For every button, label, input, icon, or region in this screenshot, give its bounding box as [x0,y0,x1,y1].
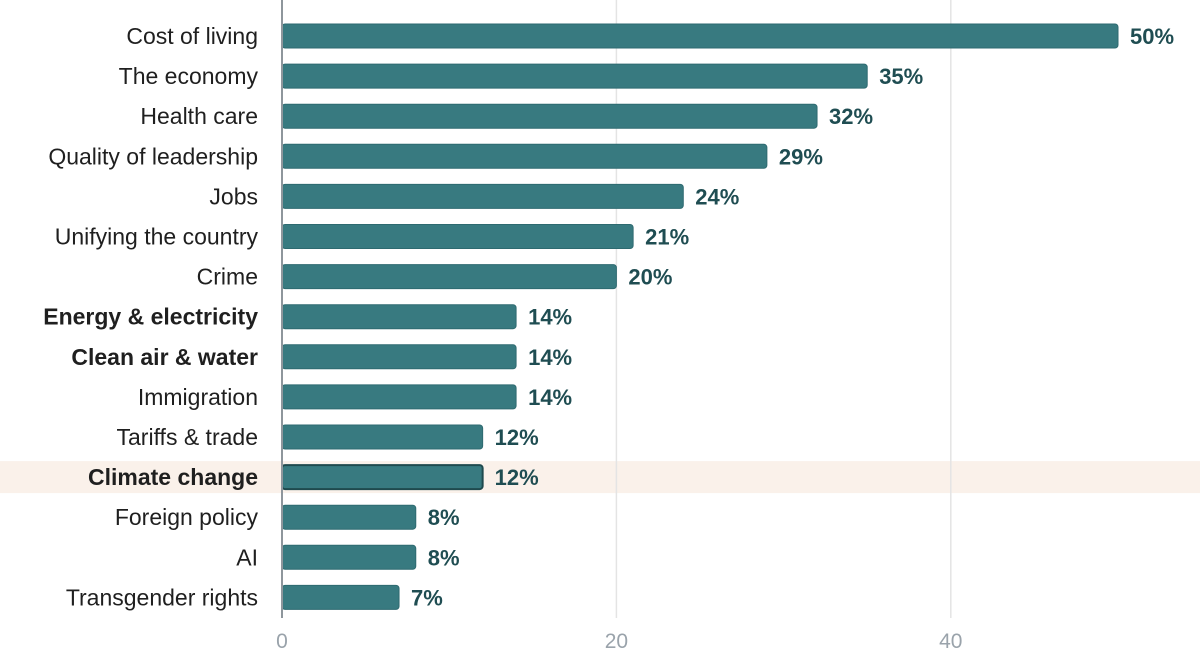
bar-clean-air-and-water[interactable] [281,344,517,370]
highlight-band-climate-change [0,461,1200,494]
value-label-climate-change: 12% [495,465,539,490]
bar-transgender-rights[interactable] [281,584,400,610]
bar-unifying-the-country[interactable] [281,224,634,249]
bar-climate-change[interactable] [281,464,484,491]
value-label-ai: 8% [428,545,460,570]
category-label-immigration: Immigration [138,384,258,410]
category-label-transgender-rights: Transgender rights [66,584,258,610]
bar-immigration[interactable] [281,384,517,410]
category-label-tariffs-and-trade: Tariffs & trade [117,424,258,450]
highlight-band-layer [0,461,1200,494]
value-label-layer: 50% 35%32%29% 24%21% 20% 14% 14% 14% 12% 12% 8% 8%… [411,24,1174,610]
value-label-crime: 20% [628,265,672,290]
category-label-unifying-the-country: Unifying the country [55,224,259,250]
category-label-energy-and-electricity: Energy & electricity [43,304,258,330]
category-label-layer: Cost of living The economy Health care Qual… [43,23,258,610]
value-label-tariffs-and-trade: 12% [495,425,539,450]
value-label-transgender-rights: 7% [411,585,443,610]
bar-jobs[interactable] [281,183,684,209]
value-label-the-economy: 35% [879,64,923,89]
category-label-climate-change: Climate change [88,464,258,490]
value-label-jobs: 24% [695,184,739,209]
x-tick-label-40: 40 [939,630,962,653]
value-label-clean-air-and-water: 14% [528,345,572,370]
bar-tariffs-and-trade[interactable] [281,424,484,450]
value-label-foreign-policy: 8% [428,505,460,530]
x-tick-label-20: 20 [605,630,628,653]
bar-foreign-policy[interactable] [281,504,417,530]
x-tick-label-0: 0 [276,630,288,653]
category-label-clean-air-and-water: Clean air & water [71,344,258,370]
bar-the-economy[interactable] [281,63,868,89]
category-label-crime: Crime [197,264,258,290]
category-label-cost-of-living: Cost of living [126,23,258,49]
gridline-layer [615,0,952,618]
value-label-immigration: 14% [528,385,572,410]
value-label-health-care: 32% [829,104,873,129]
bar-crime[interactable] [281,264,617,290]
category-label-ai: AI [236,544,258,570]
bar-quality-of-leadership[interactable] [281,143,768,169]
value-label-energy-and-electricity: 14% [528,305,572,330]
value-label-unifying-the-country: 21% [645,225,689,250]
category-label-health-care: Health care [140,103,258,129]
category-label-quality-of-leadership: Quality of leadership [48,143,258,169]
bar-health-care[interactable] [281,103,818,129]
bar-energy-and-electricity[interactable] [281,304,517,330]
bar-cost-of-living[interactable] [281,23,1119,49]
x-tick-layer: 0 20 40 [276,630,962,653]
value-label-quality-of-leadership: 29% [779,144,823,169]
bar-layer [281,23,1119,610]
category-label-the-economy: The economy [119,63,259,89]
bar-ai[interactable] [281,544,417,570]
value-label-cost-of-living: 50% [1130,24,1174,49]
category-label-jobs: Jobs [209,183,258,209]
category-label-foreign-policy: Foreign policy [115,504,259,530]
